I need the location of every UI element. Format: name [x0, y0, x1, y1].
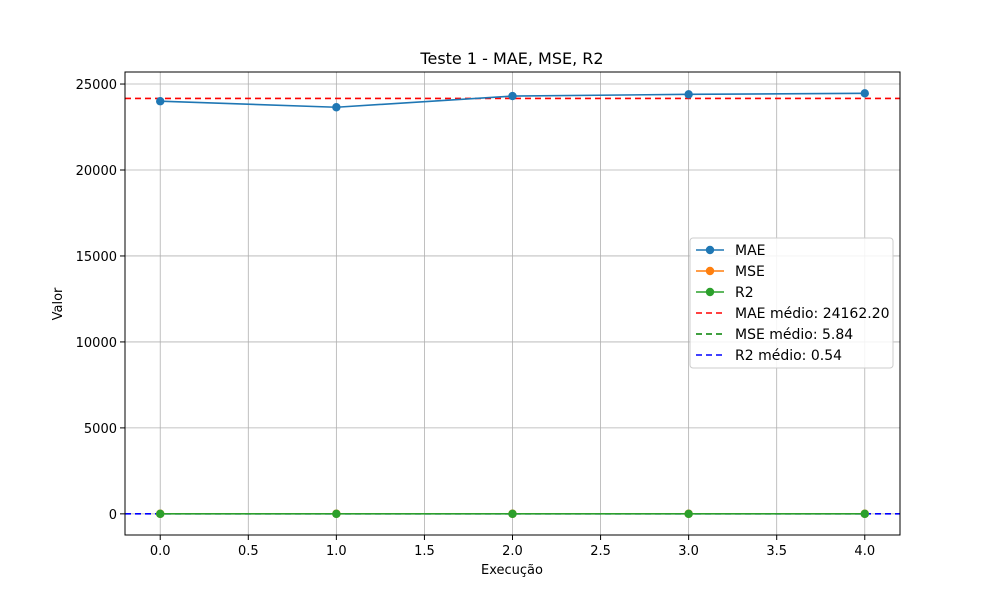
data-point-r2	[684, 509, 693, 519]
legend-label: R2	[735, 285, 754, 301]
series-lines	[156, 89, 869, 519]
legend-label: R2 médio: 0.54	[735, 348, 842, 364]
data-point-mae	[332, 103, 341, 112]
axis-ticks: 0.0 0.5 1.0 1.5 2.0 2.5 3.0 3.5 4.0 0 5000 10000 150…	[76, 78, 875, 559]
legend-swatch-marker	[705, 287, 715, 297]
x-tick-label: 1.5	[414, 544, 435, 559]
legend-label: MSE	[735, 264, 765, 280]
data-point-r2	[508, 509, 517, 519]
data-point-mae	[684, 90, 693, 99]
legend: MAE MSE R2 MAE médio: 24162.20 MSE médio: 5.…	[689, 237, 894, 369]
legend-label: MAE médio: 24162.20	[735, 306, 890, 322]
legend-box	[689, 237, 894, 369]
x-axis-label: Execução	[481, 563, 543, 578]
x-tick-label: 0.5	[238, 544, 259, 559]
data-point-r2	[156, 509, 165, 519]
y-tick-label: 25000	[76, 78, 117, 93]
chart-title: Teste 1 - MAE, MSE, R2	[419, 49, 603, 68]
data-point-r2	[860, 509, 869, 519]
y-tick-label: 10000	[76, 336, 117, 351]
x-tick-label: 2.0	[502, 544, 523, 559]
y-tick-label: 0	[109, 508, 117, 523]
legend-swatch-marker	[705, 245, 715, 255]
data-point-mae	[860, 89, 869, 98]
x-tick-label: 3.5	[766, 544, 787, 559]
legend-label: MSE médio: 5.84	[735, 327, 853, 343]
x-tick-label: 2.5	[590, 544, 611, 559]
legend-label: MAE	[735, 243, 766, 259]
data-point-r2	[332, 509, 341, 519]
x-tick-label: 1.0	[326, 544, 347, 559]
y-tick-label: 15000	[76, 250, 117, 265]
data-point-mae	[508, 91, 517, 101]
x-tick-label: 0.0	[150, 544, 171, 559]
legend-swatch-marker	[705, 266, 715, 276]
y-tick-label: 5000	[84, 422, 117, 437]
x-tick-label: 4.0	[854, 544, 875, 559]
data-point-mae	[156, 97, 165, 106]
y-tick-label: 20000	[76, 164, 117, 179]
x-tick-label: 3.0	[678, 544, 699, 559]
y-axis-label: Valor	[51, 287, 66, 320]
